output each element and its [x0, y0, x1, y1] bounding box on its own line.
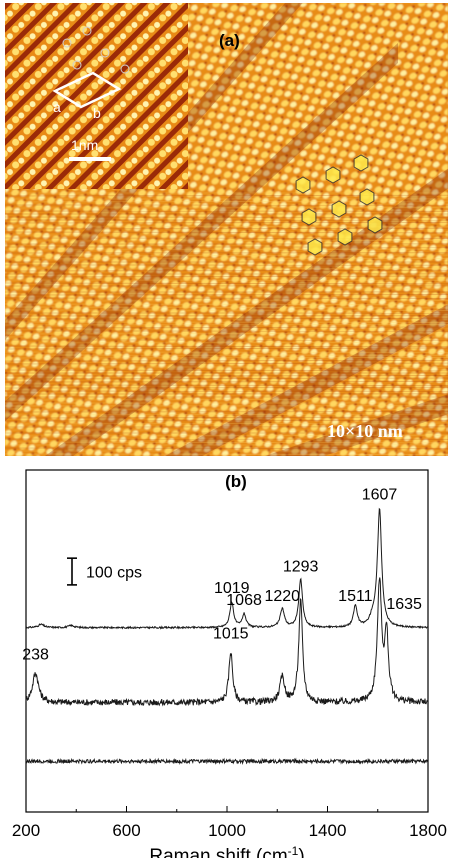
peak-label: 1511 — [338, 588, 373, 605]
stm-inset — [5, 3, 188, 189]
molecule-ring — [354, 155, 368, 171]
scan-line — [5, 240, 448, 241]
peak-label: 1068 — [226, 592, 262, 609]
molecule-ring — [368, 217, 382, 233]
molecule-ring — [308, 239, 322, 255]
peak-label: 1635 — [386, 596, 422, 613]
molecule-ring — [296, 177, 310, 193]
peak-label: 1607 — [362, 486, 398, 503]
stm-image-panel: (a) a b 1nm 10×10 nm — [5, 3, 448, 456]
raman-spectrum-chart: 200 600 1000 1400 1800 Raman shift (cm-1) (b) 1… — [0, 460, 453, 858]
spectrum-series-line — [26, 759, 428, 763]
stm-image — [5, 3, 448, 456]
panel-b-label: (b) — [225, 472, 247, 491]
x-tick-label: 1000 — [208, 821, 246, 840]
image-size-label: 10×10 nm — [327, 421, 403, 442]
scan-line — [5, 385, 448, 386]
scan-line — [5, 357, 448, 358]
lattice-vector-b-label: b — [93, 105, 101, 121]
scan-line — [5, 249, 448, 250]
lattice-vector-a-label: a — [53, 99, 61, 115]
x-tick-label: 600 — [112, 821, 140, 840]
scan-line — [5, 454, 448, 455]
peak-label: 1293 — [283, 559, 319, 576]
scan-line — [5, 387, 448, 388]
x-tick-label: 1800 — [409, 821, 447, 840]
scan-line — [5, 318, 448, 319]
inset-scale-label: 1nm — [71, 137, 98, 153]
scan-line — [5, 381, 448, 382]
panel-a-label: (a) — [219, 31, 240, 51]
peak-label: 1220 — [264, 588, 300, 605]
molecule-ring — [338, 229, 352, 245]
scan-line — [5, 360, 448, 361]
molecule-ring — [302, 209, 316, 225]
molecule-ring — [360, 189, 374, 205]
peak-label: 1015 — [213, 625, 249, 642]
x-axis-label: Raman shift (cm-1) — [149, 844, 304, 858]
molecule-ring — [326, 167, 340, 183]
scan-line — [5, 258, 448, 259]
scan-line — [5, 370, 448, 371]
molecule-ring — [332, 201, 346, 217]
x-tick-label: 1400 — [309, 821, 347, 840]
peak-label: 238 — [22, 647, 49, 664]
raman-spectrum-panel: 200 600 1000 1400 1800 Raman shift (cm-1) (b) 1… — [0, 460, 453, 858]
x-tick-label: 200 — [12, 821, 40, 840]
intensity-scale-bar-label: 100 cps — [86, 565, 142, 582]
scan-line — [5, 268, 448, 269]
